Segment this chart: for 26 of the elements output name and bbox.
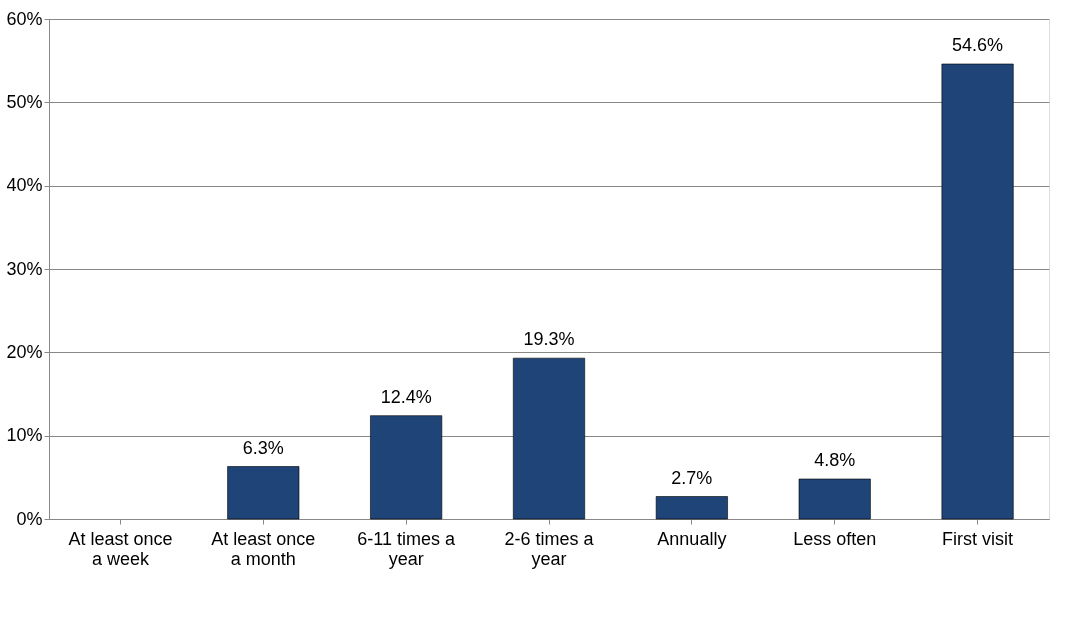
data-label: 6.3% [242,437,284,458]
y-tick-label: 0% [16,508,43,529]
y-tick-label: 20% [6,341,43,362]
y-tick-label: 10% [6,425,43,446]
y-tick-label: 60% [6,8,43,29]
x-tick-label: 6-11 times a year [357,528,456,569]
data-label: 2.7% [671,467,713,488]
data-label: 4.8% [814,450,856,470]
bar [941,63,1014,520]
bar [798,478,871,520]
x-tick-label: At least once a month [211,528,316,569]
x-tick-label: 2-6 times a year [504,528,595,569]
bar [227,466,300,520]
data-label: 12.4% [380,386,432,407]
x-tick-label: Annually [657,528,727,549]
data-label: 54.6% [952,35,1004,55]
data-label: 19.3% [523,329,575,350]
bar [512,357,586,520]
y-tick-label: 30% [6,258,43,279]
bar [655,496,728,520]
y-tick-label: 50% [6,91,43,112]
x-tick-label: At least once a week [68,528,173,569]
x-tick-label: Less often [793,528,877,549]
y-tick-label: 40% [6,175,43,196]
x-tick-label: First visit [942,528,1014,549]
bar [370,415,443,520]
